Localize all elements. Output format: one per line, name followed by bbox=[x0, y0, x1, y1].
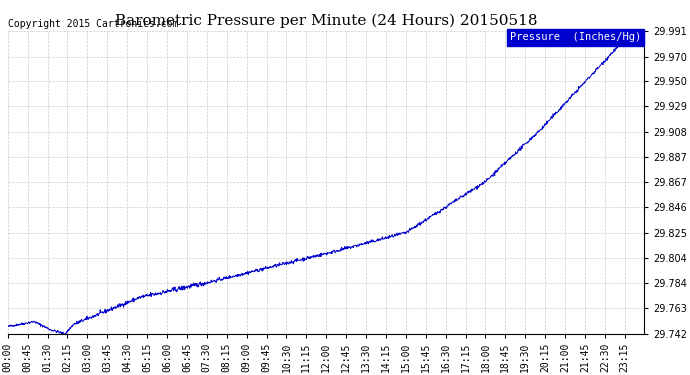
Text: Pressure  (Inches/Hg): Pressure (Inches/Hg) bbox=[510, 33, 641, 42]
Title: Barometric Pressure per Minute (24 Hours) 20150518: Barometric Pressure per Minute (24 Hours… bbox=[115, 14, 538, 28]
Text: Copyright 2015 Cartronics.com: Copyright 2015 Cartronics.com bbox=[8, 20, 179, 30]
